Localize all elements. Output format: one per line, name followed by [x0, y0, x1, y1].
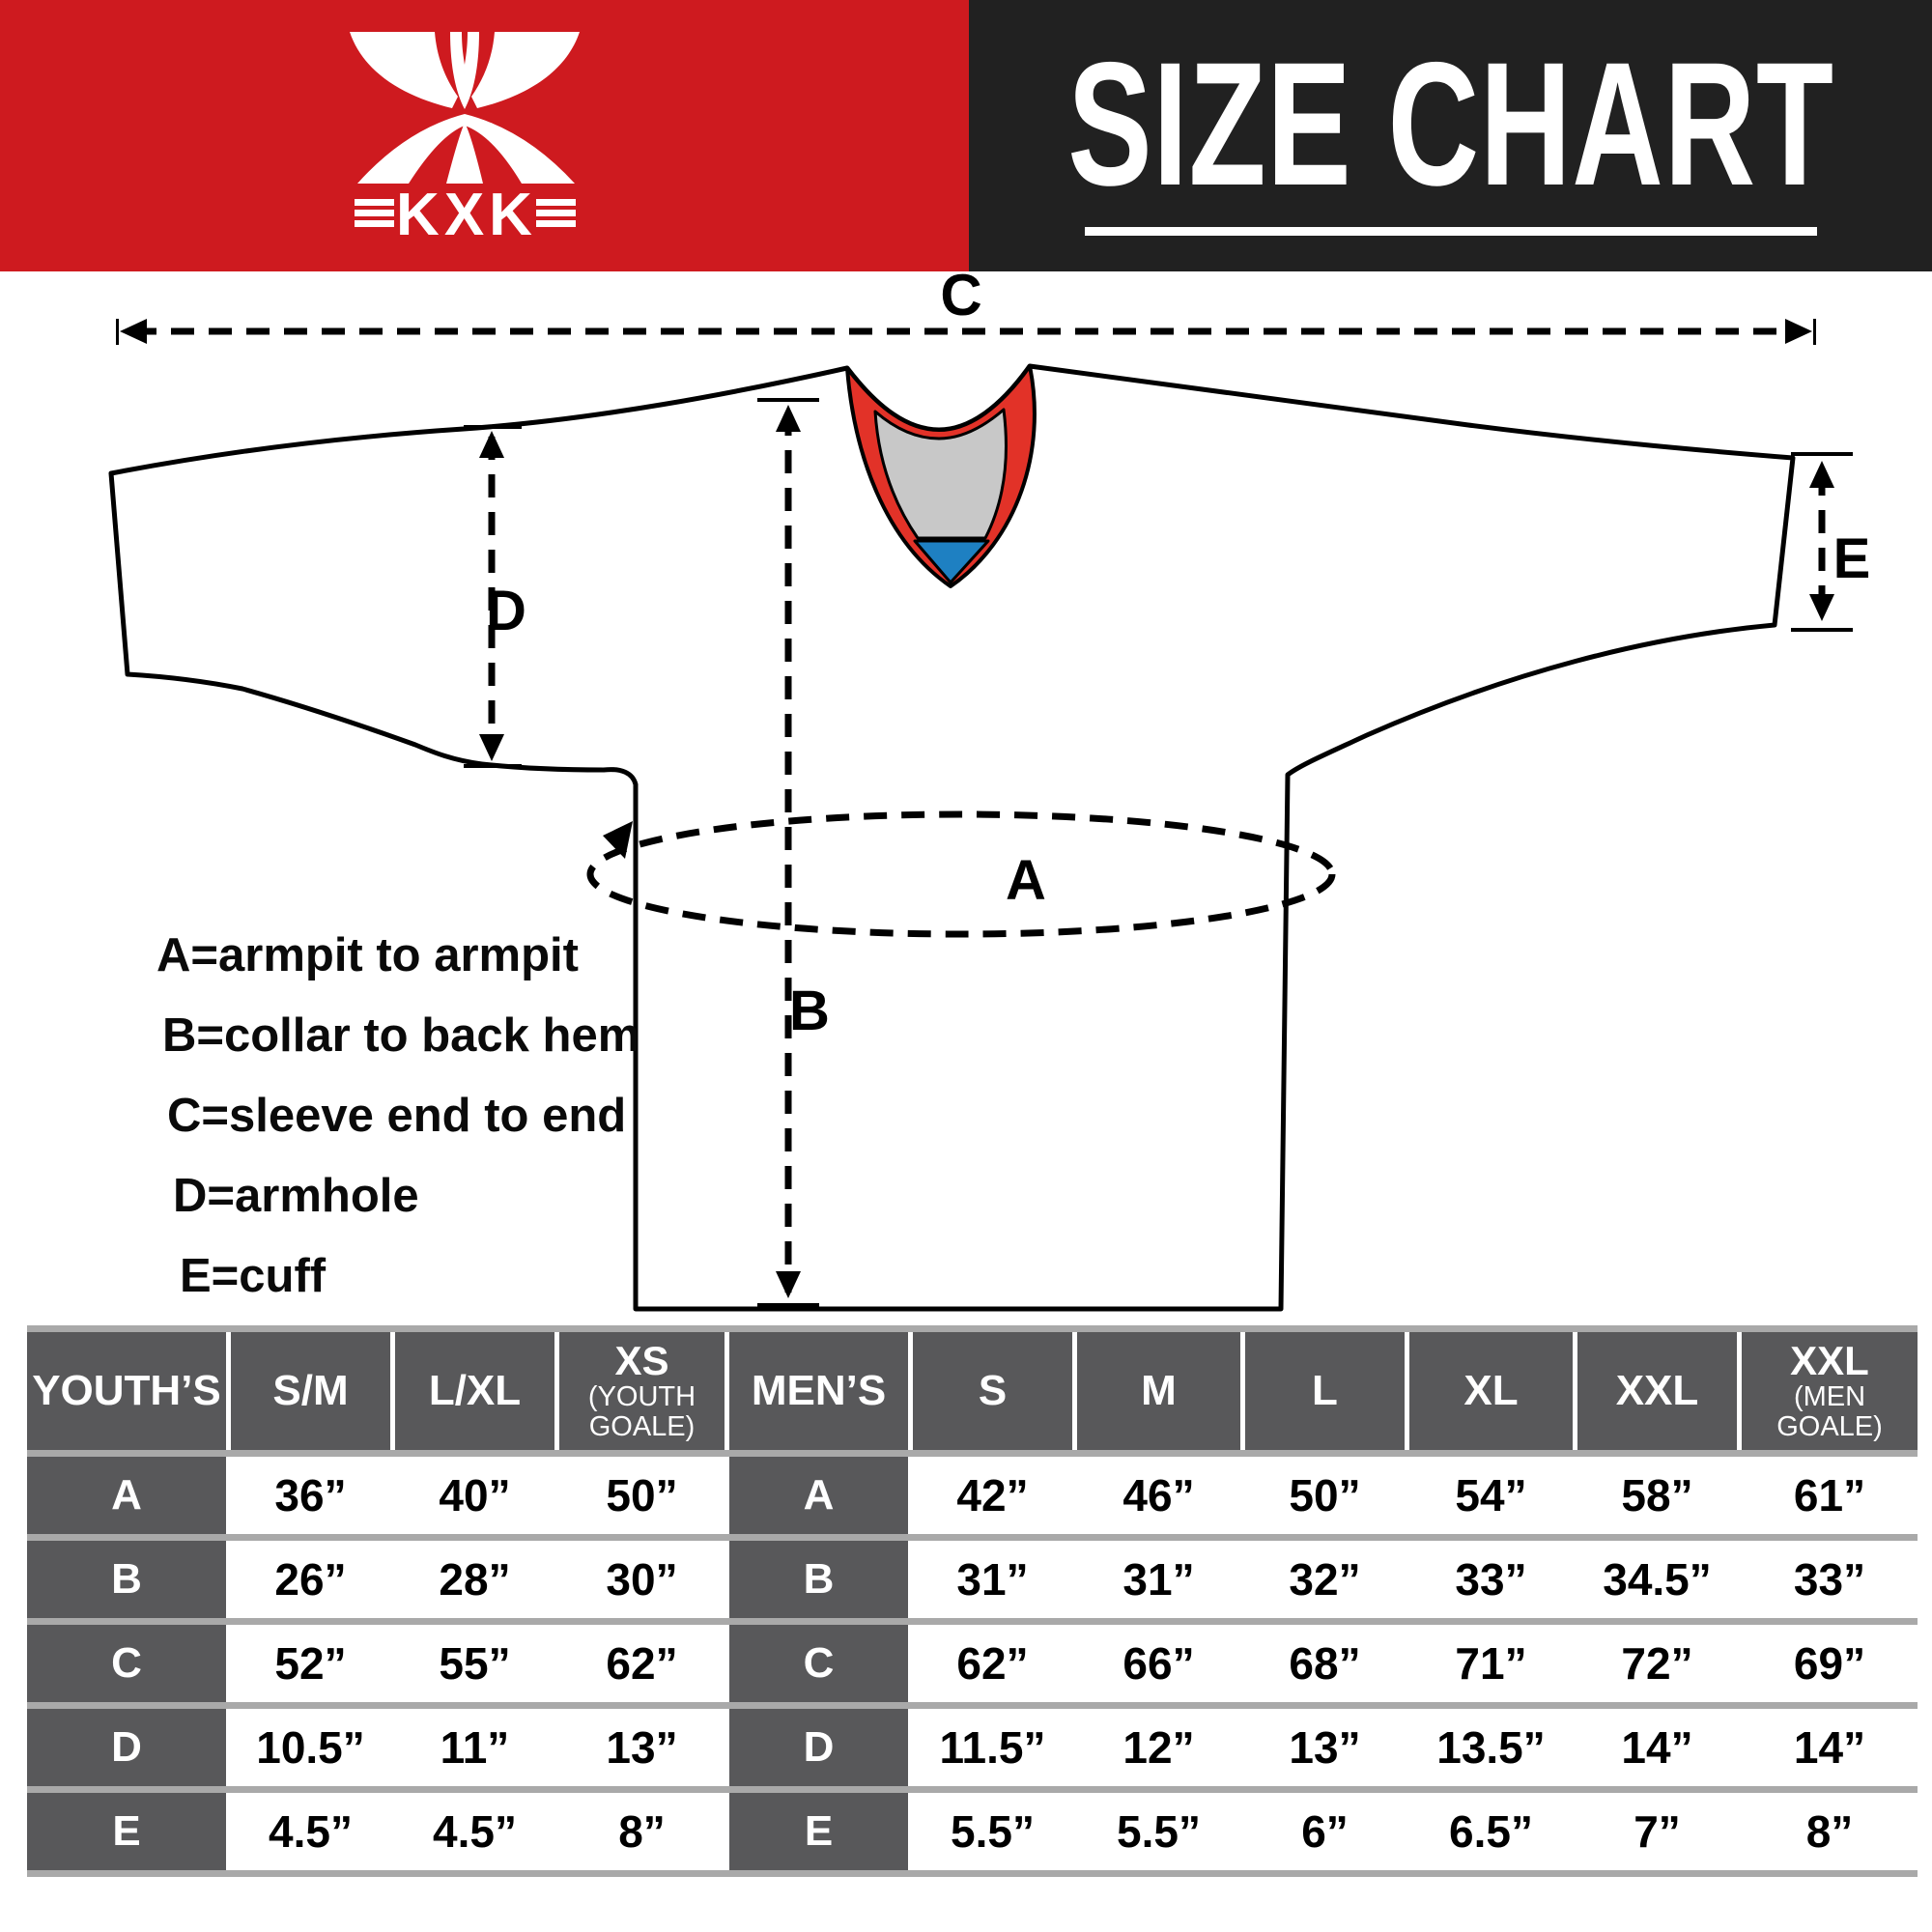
logo-left-bars-icon: [355, 199, 394, 227]
cell-men-d-xxlg: 14”: [1737, 1709, 1918, 1786]
table-header-youth-goalie-note: (YOUTH GOALE): [587, 1380, 696, 1443]
measurement-arrowheads: [116, 319, 1853, 1307]
cell-men-e-l: 6”: [1240, 1793, 1405, 1870]
row-label-youth-e: E: [27, 1793, 226, 1870]
cell-youth-e-lxl: 4.5”: [390, 1793, 554, 1870]
cell-men-c-s: 62”: [908, 1625, 1072, 1702]
row-label-men-a: A: [724, 1457, 908, 1534]
table-header-men-goalie-size: XXL: [1790, 1337, 1869, 1383]
label-c: C: [940, 271, 981, 327]
table-header-youth-group: YOUTH’S: [27, 1332, 226, 1450]
table-header-youth-lxl: L/XL: [390, 1332, 554, 1450]
label-d: D: [486, 580, 526, 642]
cell-men-d-s: 11.5”: [908, 1709, 1072, 1786]
collar-blue-triangle: [913, 539, 990, 584]
cell-youth-d-lxl: 11”: [390, 1709, 554, 1786]
cell-youth-d-xs: 13”: [554, 1709, 724, 1786]
cell-men-d-xl: 13.5”: [1405, 1709, 1573, 1786]
cell-men-b-l: 32”: [1240, 1541, 1405, 1618]
row-label-men-e: E: [724, 1793, 908, 1870]
row-label-youth-d: D: [27, 1709, 226, 1786]
jersey-measurement-diagram: C D B E A: [108, 271, 1871, 1312]
table-header-youth-goalie-size: XS: [614, 1337, 669, 1383]
cell-men-c-m: 66”: [1072, 1625, 1240, 1702]
measurement-legend: A=armpit to armpit B=collar to back hem …: [156, 916, 639, 1317]
cell-men-e-s: 5.5”: [908, 1793, 1072, 1870]
cell-men-b-m: 31”: [1072, 1541, 1240, 1618]
cell-men-a-m: 46”: [1072, 1457, 1240, 1534]
label-e: E: [1833, 527, 1871, 590]
measure-a-ellipse: [586, 810, 1336, 938]
cell-men-e-m: 5.5”: [1072, 1793, 1240, 1870]
cell-youth-c-xs: 62”: [554, 1625, 724, 1702]
cell-men-c-xl: 71”: [1405, 1625, 1573, 1702]
brand-text: KXK: [396, 182, 537, 248]
row-label-men-c: C: [724, 1625, 908, 1702]
legend-line-e: E=cuff: [180, 1250, 327, 1302]
cell-youth-b-lxl: 28”: [390, 1541, 554, 1618]
label-a: A: [1006, 849, 1046, 912]
legend-line-a: A=armpit to armpit: [156, 929, 579, 981]
table-header-men-group: MEN’S: [724, 1332, 908, 1450]
table-header-men-goalie: XXL (MEN GOALE): [1737, 1332, 1918, 1450]
cell-men-a-xxlg: 61”: [1737, 1457, 1918, 1534]
title-underline: [1084, 227, 1817, 236]
cell-men-d-l: 13”: [1240, 1709, 1405, 1786]
cell-men-d-xxl: 14”: [1573, 1709, 1737, 1786]
cell-youth-e-sm: 4.5”: [226, 1793, 390, 1870]
cell-youth-a-sm: 36”: [226, 1457, 390, 1534]
cell-men-d-m: 12”: [1072, 1709, 1240, 1786]
table-header-men-xl: XL: [1405, 1332, 1573, 1450]
table-header-men-m: M: [1072, 1332, 1240, 1450]
kxk-logo: KXK: [350, 32, 580, 248]
cell-men-b-xl: 33”: [1405, 1541, 1573, 1618]
table-header-men-s: S: [908, 1332, 1072, 1450]
logo-right-bars-icon: [536, 199, 576, 227]
table-header-men-goalie-note: (MEN GOALE): [1776, 1380, 1883, 1443]
cell-youth-b-xs: 30”: [554, 1541, 724, 1618]
row-label-youth-a: A: [27, 1457, 226, 1534]
size-table: YOUTH’S S/M L/XL XS (YOUTH GOALE) MEN’S …: [27, 1325, 1918, 1877]
collar-inner-gray: [873, 408, 1009, 540]
cell-men-e-xxlg: 8”: [1737, 1793, 1918, 1870]
cell-men-a-xl: 54”: [1405, 1457, 1573, 1534]
title-panel: SIZE CHART: [969, 0, 1932, 271]
cell-men-a-s: 42”: [908, 1457, 1072, 1534]
legend-line-c: C=sleeve end to end: [167, 1090, 627, 1142]
cell-men-e-xl: 6.5”: [1405, 1793, 1573, 1870]
row-label-youth-b: B: [27, 1541, 226, 1618]
table-header-youth-goalie: XS (YOUTH GOALE): [554, 1332, 724, 1450]
cell-youth-c-sm: 52”: [226, 1625, 390, 1702]
cell-youth-d-sm: 10.5”: [226, 1709, 390, 1786]
label-b: B: [789, 980, 830, 1042]
cell-men-a-l: 50”: [1240, 1457, 1405, 1534]
cell-men-b-xxlg: 33”: [1737, 1541, 1918, 1618]
cell-youth-a-lxl: 40”: [390, 1457, 554, 1534]
measurement-lines: [133, 327, 1826, 1293]
table-header-men-l: L: [1240, 1332, 1405, 1450]
cell-men-b-s: 31”: [908, 1541, 1072, 1618]
cell-men-a-xxl: 58”: [1573, 1457, 1737, 1534]
table-header-youth-sm: S/M: [226, 1332, 390, 1450]
jersey-outline: [108, 363, 1796, 1312]
row-label-youth-c: C: [27, 1625, 226, 1702]
kxk-logo-mark: [350, 32, 580, 184]
cell-men-e-xxl: 7”: [1573, 1793, 1737, 1870]
cell-men-c-xxl: 72”: [1573, 1625, 1737, 1702]
legend-line-d: D=armhole: [173, 1170, 419, 1222]
cell-men-b-xxl: 34.5”: [1573, 1541, 1737, 1618]
cell-youth-b-sm: 26”: [226, 1541, 390, 1618]
cell-men-c-xxlg: 69”: [1737, 1625, 1918, 1702]
row-label-men-d: D: [724, 1709, 908, 1786]
cell-men-c-l: 68”: [1240, 1625, 1405, 1702]
table-header-men-xxl: XXL: [1573, 1332, 1737, 1450]
row-label-men-b: B: [724, 1541, 908, 1618]
legend-line-b: B=collar to back hem: [162, 1009, 640, 1062]
page-title: SIZE CHART: [1066, 25, 1834, 222]
cell-youth-e-xs: 8”: [554, 1793, 724, 1870]
cell-youth-c-lxl: 55”: [390, 1625, 554, 1702]
cell-youth-a-xs: 50”: [554, 1457, 724, 1534]
